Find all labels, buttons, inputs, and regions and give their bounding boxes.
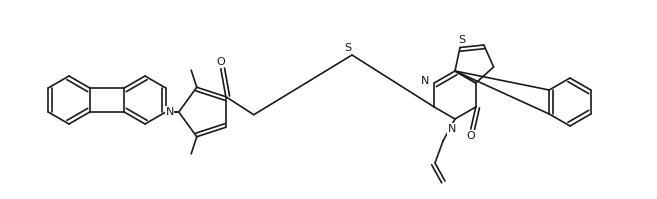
Text: O: O xyxy=(466,131,475,141)
Text: N: N xyxy=(448,124,456,134)
Text: O: O xyxy=(216,57,225,67)
Text: S: S xyxy=(459,34,466,45)
Text: S: S xyxy=(344,43,351,53)
Text: N: N xyxy=(421,76,429,86)
Text: N: N xyxy=(166,107,174,117)
